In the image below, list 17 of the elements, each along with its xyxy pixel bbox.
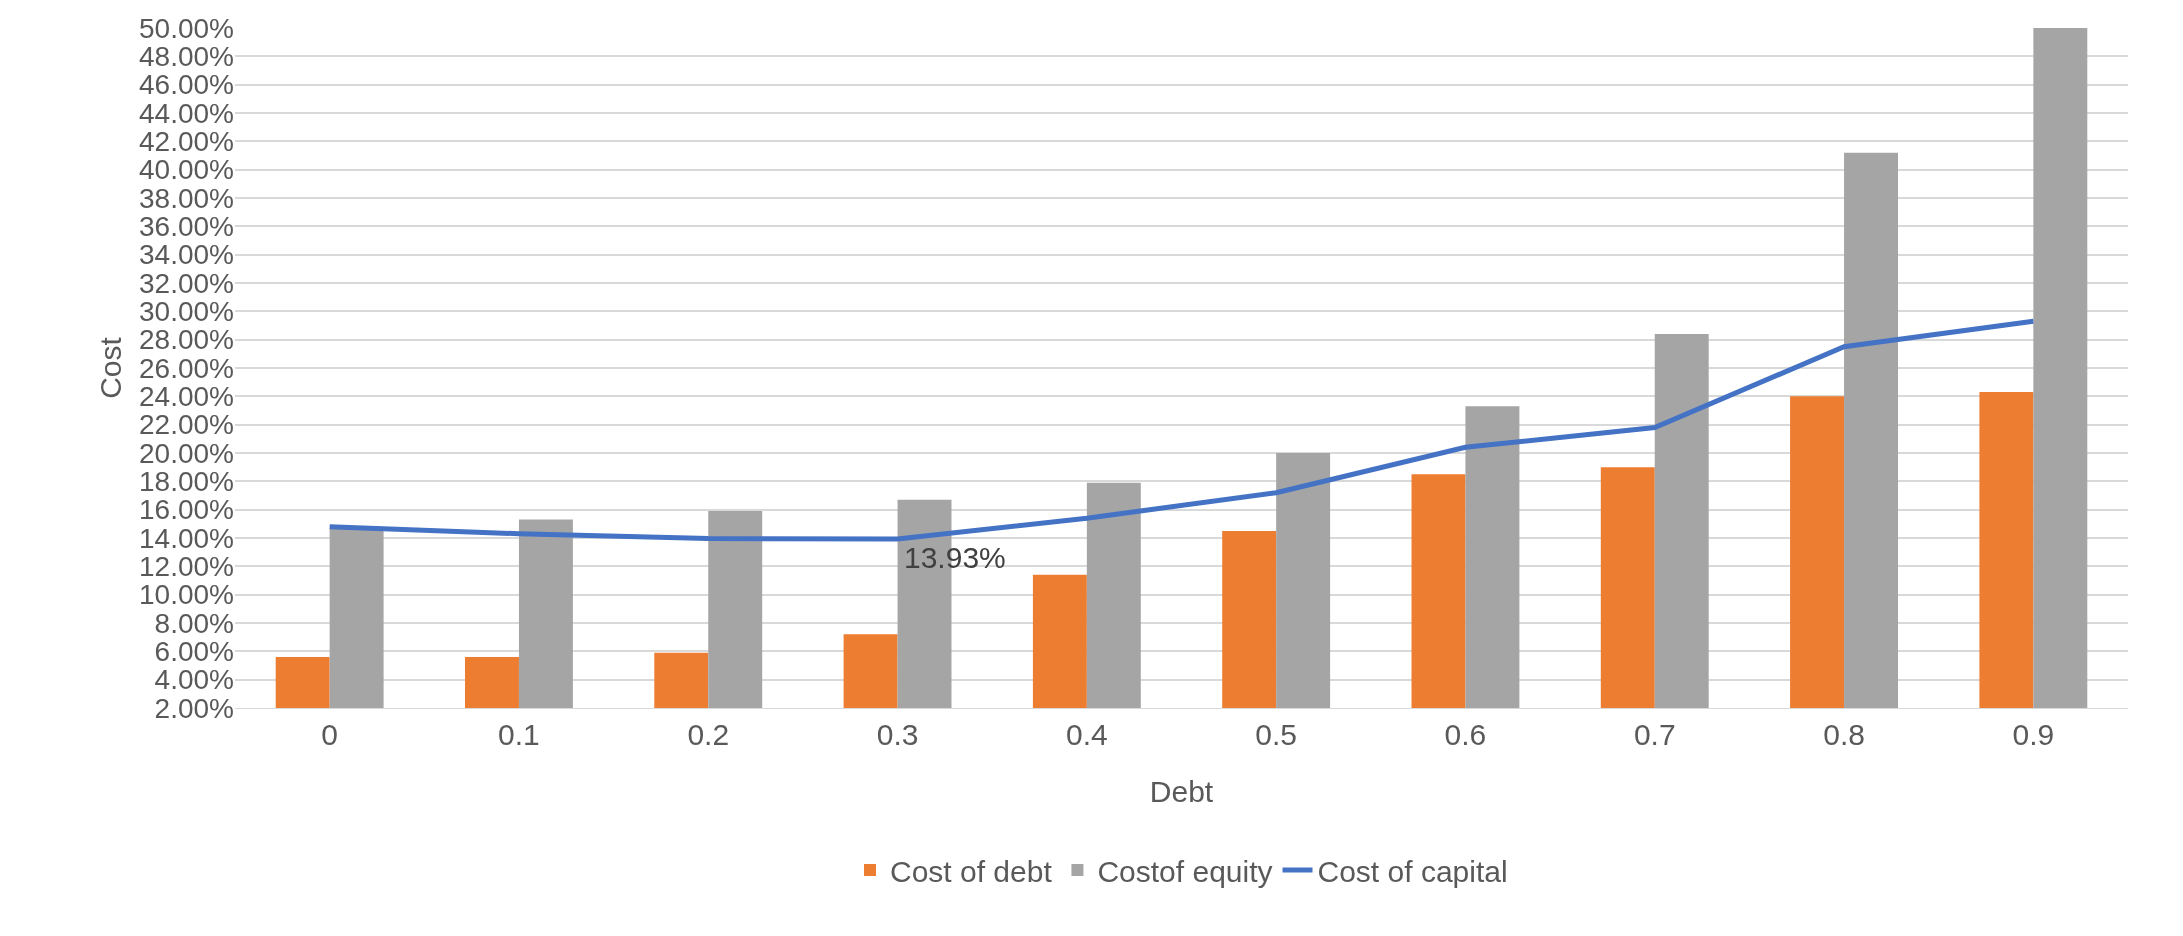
x-tick-label: 0.6 [1444, 718, 1487, 751]
legend-label: Cost of capital [1317, 854, 1508, 888]
x-tick-label: 0.4 [1065, 718, 1108, 751]
x-tick-label: 0.5 [1255, 718, 1298, 751]
x-tick-label: 0.1 [498, 718, 540, 751]
annotation: 13.93% [904, 541, 1006, 574]
y-tick-label: 50.00% [139, 12, 234, 44]
x-tick-label: 0.9 [2012, 718, 2055, 751]
legend-label: Cost of debt [890, 854, 1053, 888]
x-axis-title: Debt [1149, 774, 1214, 808]
y-axis-title: Cost [94, 336, 128, 399]
x-tick-label: 0 [321, 718, 338, 751]
legend-label: Costof equity [1097, 854, 1273, 888]
x-tick-label: 0.7 [1633, 718, 1676, 751]
x-tick-label: 0.2 [687, 718, 730, 751]
x-tick-label: 0.8 [1823, 718, 1865, 751]
x-tick-label: 0.3 [876, 718, 919, 751]
